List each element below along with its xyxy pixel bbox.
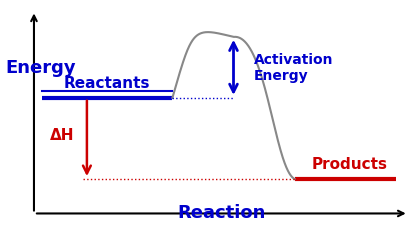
Text: ΔH: ΔH xyxy=(50,127,74,142)
Text: Activation
Energy: Activation Energy xyxy=(253,53,333,83)
Text: Energy: Energy xyxy=(5,59,76,77)
Text: Products: Products xyxy=(311,156,387,171)
Text: Reaction: Reaction xyxy=(177,203,265,221)
Text: Reactants: Reactants xyxy=(64,75,150,90)
